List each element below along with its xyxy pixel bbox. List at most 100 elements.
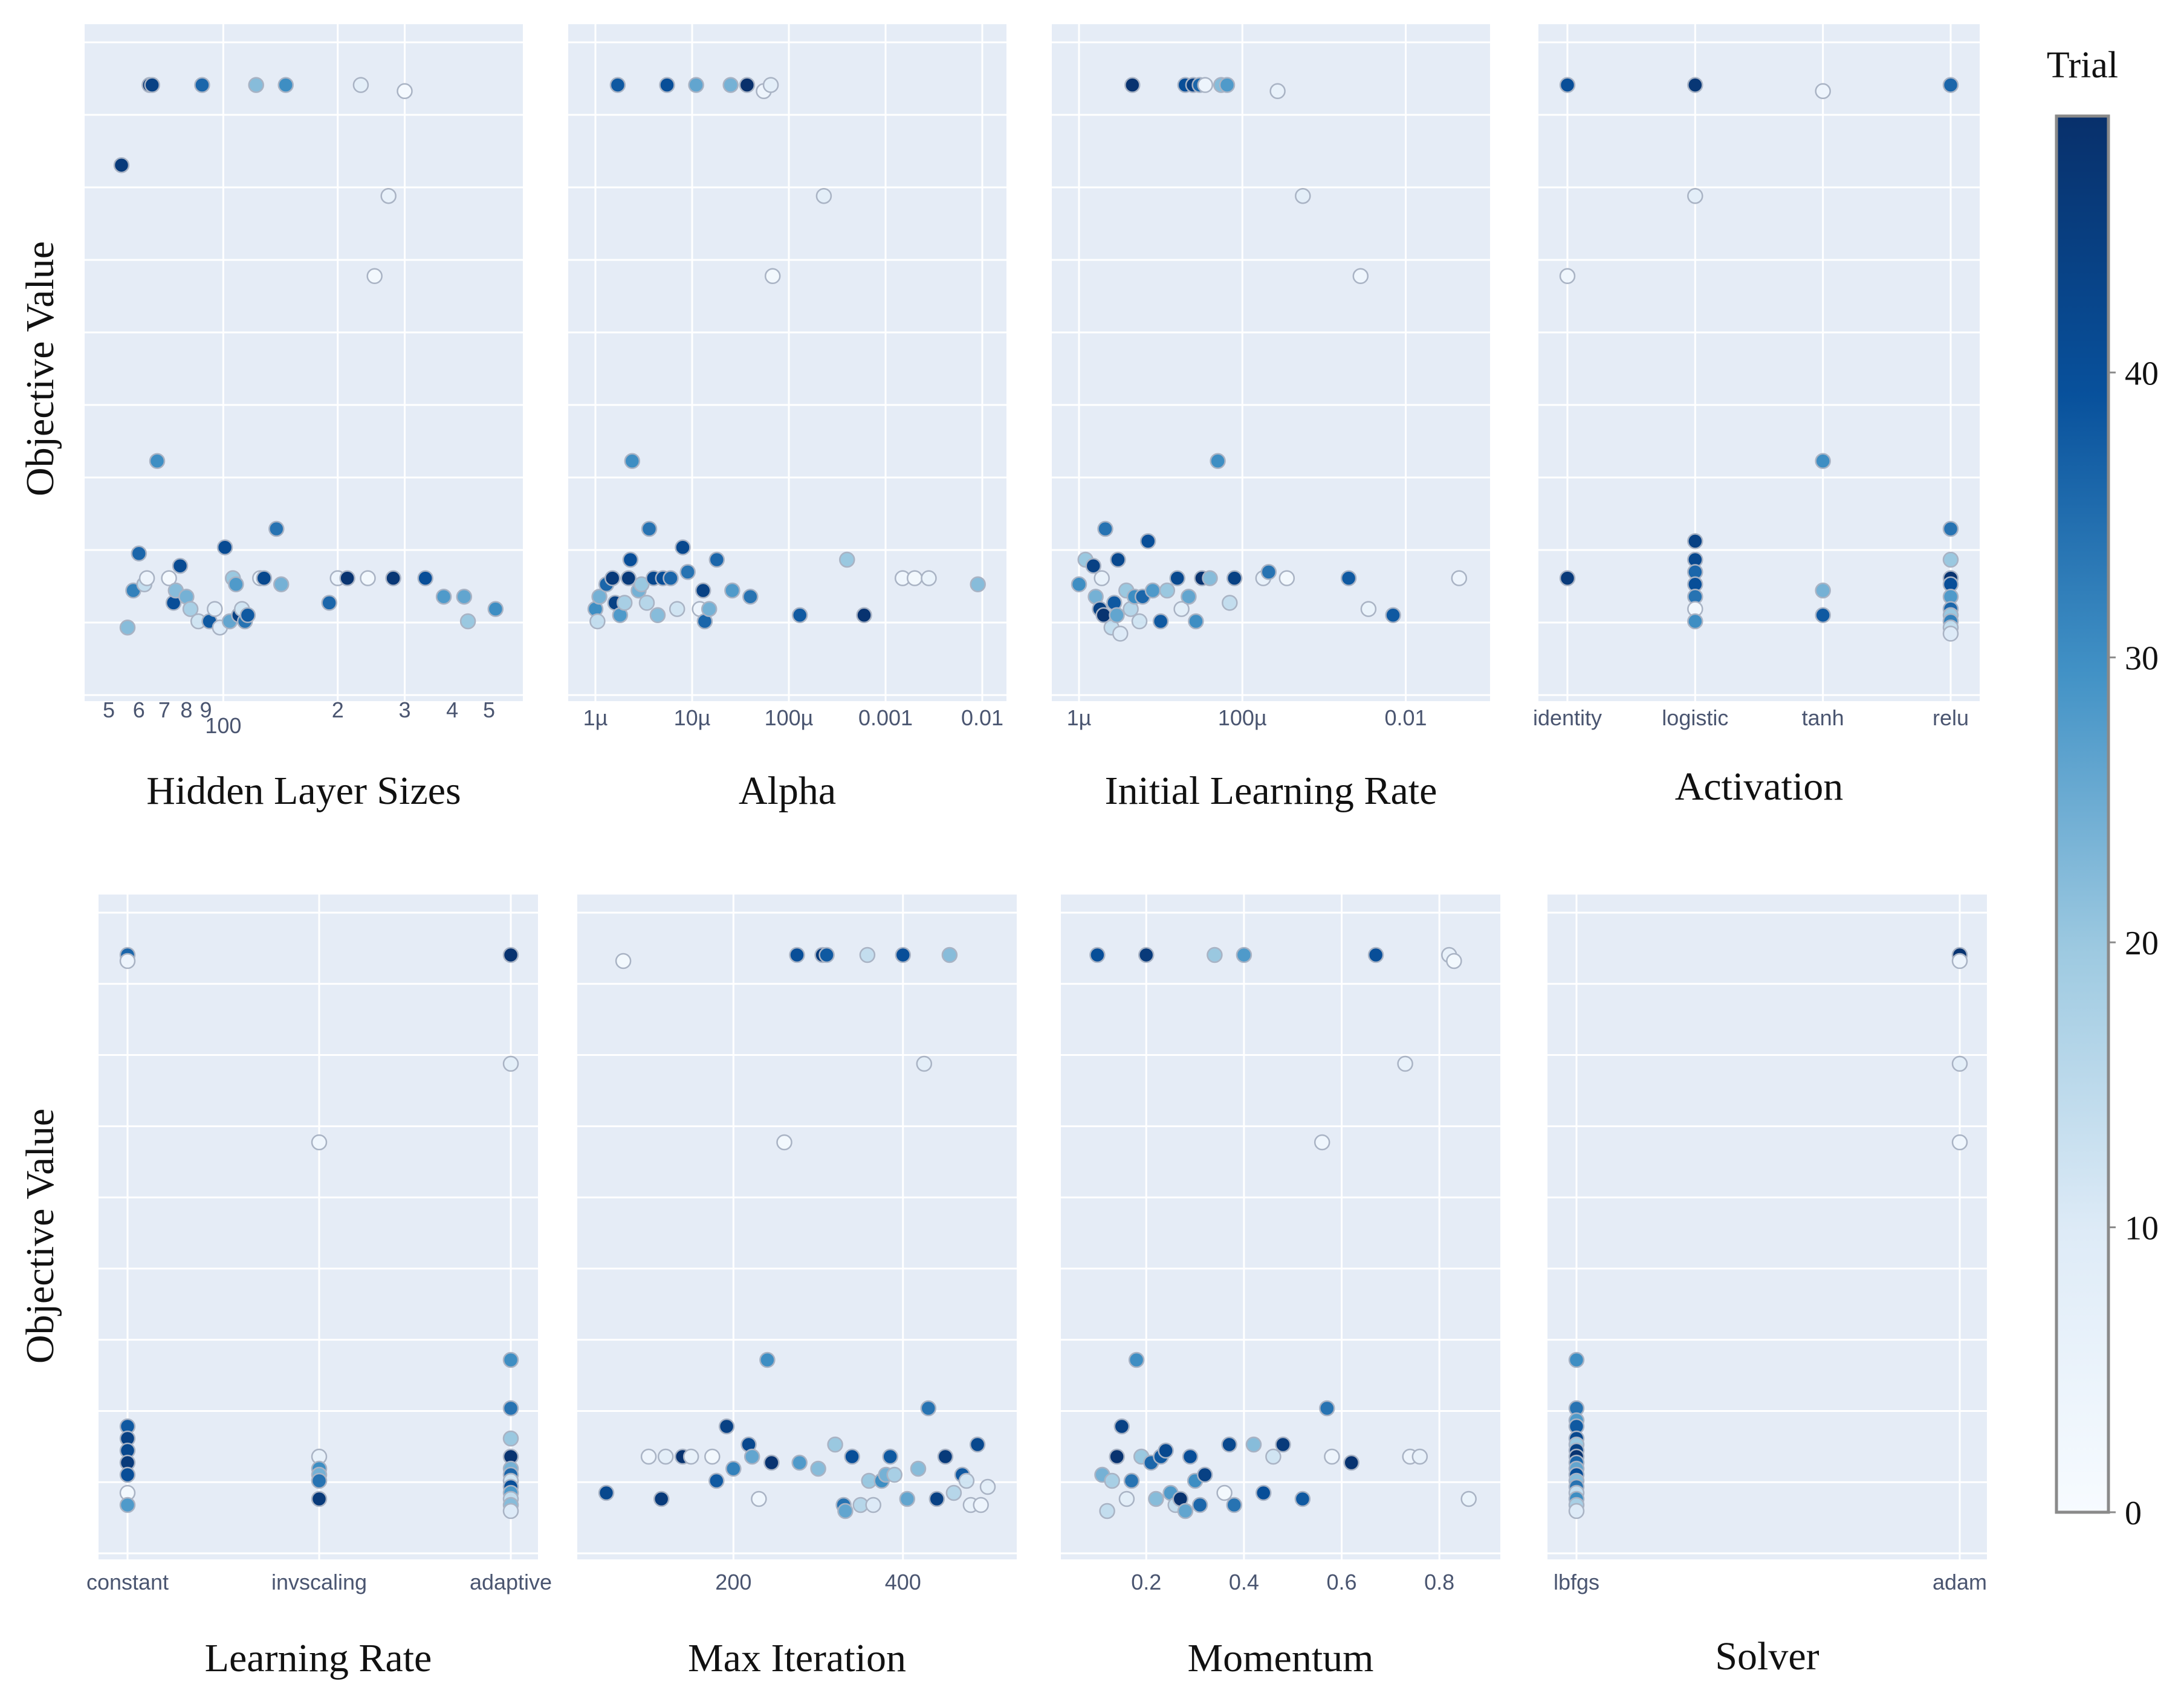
x-tick-label: 9 bbox=[200, 697, 212, 722]
x-tick-label: 8 bbox=[180, 697, 192, 722]
scatter-point bbox=[725, 1460, 742, 1477]
scatter-point bbox=[1340, 570, 1357, 586]
scatter-point bbox=[1687, 187, 1703, 204]
x-tick-label: 2 bbox=[332, 697, 344, 722]
scatter-point bbox=[1158, 1442, 1174, 1459]
x-tick-label: 0.2 bbox=[1131, 1570, 1161, 1594]
scatter-point bbox=[641, 520, 658, 537]
scatter-point bbox=[1085, 557, 1102, 574]
y-axis-title-row1: Objective Value bbox=[18, 241, 62, 496]
scatter-point bbox=[688, 77, 704, 93]
x-tick-label-logistic: logistic bbox=[1662, 705, 1728, 730]
scatter-point bbox=[1352, 268, 1369, 285]
scatter-point bbox=[708, 1472, 725, 1489]
x-tick-label-invscaling: invscaling bbox=[271, 1570, 367, 1594]
x-axis-title: Hidden Layer Sizes bbox=[146, 769, 461, 813]
scatter-point bbox=[366, 268, 383, 285]
scatter-point bbox=[916, 1055, 933, 1072]
scatter-point bbox=[1118, 1490, 1135, 1507]
scatter-point bbox=[435, 588, 452, 605]
x-tick-label: 100µ bbox=[1218, 705, 1267, 730]
scatter-point bbox=[248, 77, 264, 93]
scatter-point bbox=[591, 588, 608, 605]
scatter-point bbox=[1097, 520, 1113, 537]
scatter-point bbox=[321, 595, 337, 611]
scatter-point bbox=[311, 1134, 328, 1151]
scatter-point bbox=[945, 1484, 962, 1501]
scatter-points bbox=[113, 77, 504, 636]
scatter-point bbox=[657, 1448, 674, 1465]
scatter-point bbox=[1951, 953, 1968, 969]
x-tick-label: 10µ bbox=[674, 705, 711, 730]
gridlines bbox=[1547, 911, 1987, 1555]
scatter-point bbox=[815, 187, 832, 204]
x-ticks: 0.2 0.4 0.6 0.8 bbox=[1131, 895, 1454, 1594]
scatter-point bbox=[1294, 1490, 1311, 1507]
x-tick-label: 0.01 bbox=[1385, 705, 1427, 730]
scatter-point bbox=[1942, 551, 1959, 568]
x-tick-label: 0.01 bbox=[961, 705, 1003, 730]
scatter-point bbox=[1112, 626, 1129, 642]
scatter-point bbox=[701, 601, 718, 617]
scatter-point bbox=[718, 1418, 735, 1435]
x-tick-label: 5 bbox=[103, 697, 115, 722]
scatter-point bbox=[216, 539, 233, 555]
scatter-point bbox=[1219, 77, 1236, 93]
scatter-point bbox=[502, 1430, 519, 1447]
scatter-point bbox=[119, 953, 136, 969]
plot-area bbox=[577, 895, 1017, 1559]
scatter-point bbox=[865, 1497, 881, 1513]
x-tick-label: 6 bbox=[133, 697, 145, 722]
scatter-point bbox=[958, 1472, 975, 1489]
scatter-point bbox=[1181, 588, 1197, 605]
scatter-point bbox=[277, 77, 294, 93]
scatter-point bbox=[1094, 570, 1110, 586]
scatter-point bbox=[1109, 1448, 1125, 1465]
scatter-point bbox=[1559, 77, 1576, 93]
scatter-point bbox=[487, 601, 504, 617]
scatter-point bbox=[1182, 1448, 1199, 1465]
scatter-point bbox=[1226, 570, 1243, 586]
scatter-point bbox=[256, 570, 273, 586]
scatter-point bbox=[837, 1503, 854, 1519]
scatter-point bbox=[1139, 533, 1156, 549]
scatter-point bbox=[311, 1472, 328, 1489]
x-tick-label: 1µ bbox=[1067, 705, 1092, 730]
scatter-point bbox=[969, 1436, 986, 1453]
scatter-point bbox=[1460, 1490, 1477, 1507]
scatter-point bbox=[385, 570, 401, 586]
scatter-point bbox=[1173, 601, 1190, 617]
scatter-point bbox=[502, 1503, 519, 1519]
scatter-point bbox=[895, 947, 912, 963]
scatter-point bbox=[1144, 582, 1161, 599]
scatter-point bbox=[1202, 570, 1218, 586]
scatter-point bbox=[149, 453, 166, 470]
scatter-point bbox=[1951, 1055, 1968, 1072]
scatter-point bbox=[941, 947, 958, 963]
scatter-point bbox=[1265, 1448, 1282, 1465]
scatter-point bbox=[679, 564, 696, 580]
scatter-point bbox=[352, 77, 369, 93]
scatter-point bbox=[791, 607, 808, 624]
scatter-points bbox=[1089, 947, 1477, 1519]
scatter-point bbox=[609, 77, 626, 93]
scatter-point bbox=[138, 570, 155, 586]
scatter-point bbox=[1324, 1448, 1340, 1465]
scatter-points bbox=[1559, 77, 1959, 642]
x-tick-label: 0.4 bbox=[1229, 1570, 1259, 1594]
scatter-point bbox=[1123, 1472, 1140, 1489]
scatter-point bbox=[1131, 613, 1148, 630]
x-tick-label: 3 bbox=[398, 697, 410, 722]
x-tick-label-adam: adam bbox=[1933, 1570, 1987, 1594]
scatter-point bbox=[921, 570, 937, 586]
scatter-point bbox=[273, 576, 290, 593]
plot-area bbox=[1547, 895, 1987, 1559]
scatter-point bbox=[502, 1351, 519, 1368]
scatter-point bbox=[899, 1490, 916, 1507]
scatter-point bbox=[640, 1448, 657, 1465]
scatter-point bbox=[616, 595, 633, 611]
scatter-point bbox=[113, 157, 130, 173]
scatter-point bbox=[839, 551, 855, 568]
x-tick-label-lbfgs: lbfgs bbox=[1554, 1570, 1599, 1594]
